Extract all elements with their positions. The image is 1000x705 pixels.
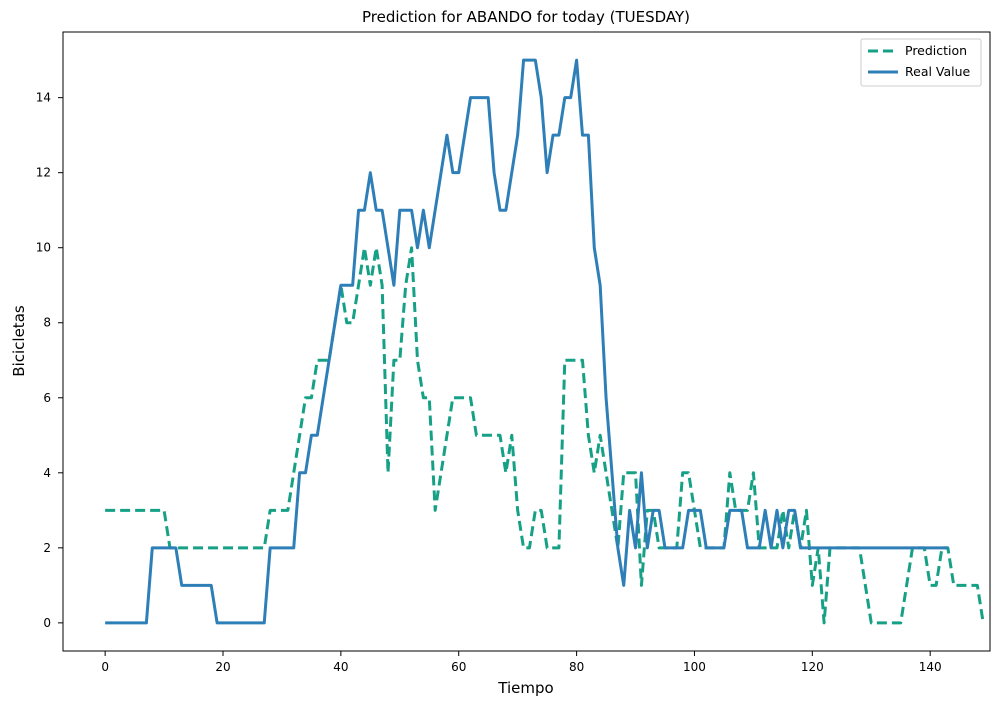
x-tick-label: 120: [801, 660, 824, 674]
x-tick-label: 140: [919, 660, 942, 674]
y-tick-label: 14: [36, 91, 51, 105]
y-tick-label: 0: [43, 616, 51, 630]
series-layer: [105, 58, 985, 625]
chart-title: Prediction for ABANDO for today (TUESDAY…: [362, 8, 690, 26]
legend-label-real-value: Real Value: [905, 64, 971, 79]
x-tick-label: 60: [451, 660, 466, 674]
legend-label-prediction: Prediction: [905, 43, 967, 58]
y-tick-label: 8: [43, 316, 51, 330]
x-axis: 0 20 40 60 80 100 120 140: [101, 651, 942, 674]
y-axis: 0 2 4 6 8 10 12 14: [36, 91, 63, 630]
y-tick-label: 10: [36, 241, 51, 255]
y-axis-label: Bicicletas: [10, 305, 28, 377]
x-tick-label: 40: [333, 660, 348, 674]
x-tick-label: 0: [101, 660, 109, 674]
x-axis-label: Tiempo: [497, 679, 553, 697]
x-tick-label: 100: [683, 660, 706, 674]
x-tick-label: 20: [215, 660, 230, 674]
plot-area: [62, 31, 991, 652]
series-line-real-value: [105, 58, 948, 625]
y-tick-label: 4: [43, 466, 51, 480]
y-tick-label: 6: [43, 391, 51, 405]
y-tick-label: 2: [43, 541, 51, 555]
y-tick-label: 12: [36, 166, 51, 180]
legend: Prediction Real Value: [860, 38, 982, 87]
x-tick-label: 80: [569, 660, 584, 674]
